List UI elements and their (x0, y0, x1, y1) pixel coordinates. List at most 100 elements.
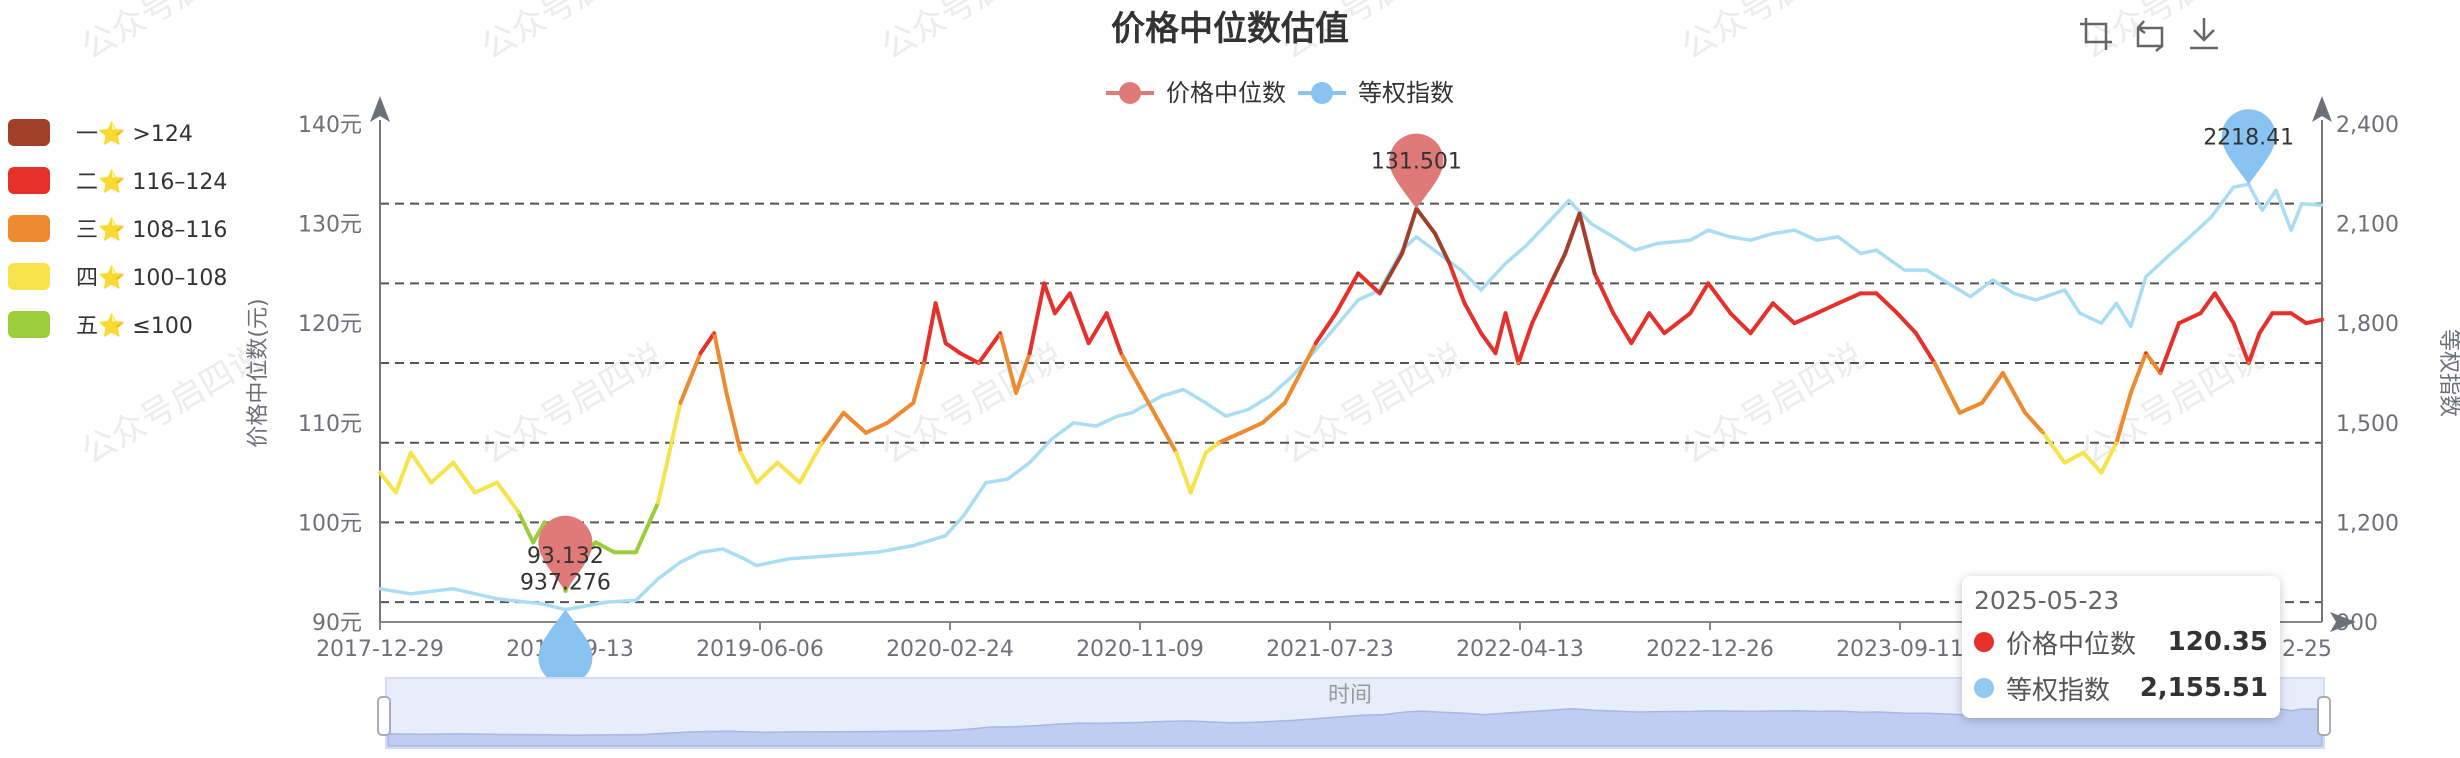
data-point-price-median (1815, 311, 1819, 315)
data-point-price-median (2023, 411, 2027, 415)
visual-map-item[interactable]: 二⭐ 116–124 (8, 156, 227, 204)
download-icon-path[interactable] (2190, 18, 2218, 50)
data-point-price-median (911, 401, 915, 405)
data-point-price-median (451, 461, 455, 465)
data-point-equal-weight-index (378, 587, 382, 591)
mark-lines (380, 202, 2322, 604)
visual-map-item[interactable]: 四⭐ 100–108 (8, 252, 227, 300)
data-point-equal-weight-index (605, 600, 609, 604)
series-segment-price-median (922, 301, 938, 366)
data-point-equal-weight-index (2034, 298, 2038, 302)
tooltip-date: 2025-05-23 (1974, 586, 2120, 615)
data-point-equal-weight-index (1749, 238, 1753, 242)
y-right-tick-label: 1,800 (2336, 312, 2399, 337)
series-segment-price-median (797, 440, 825, 485)
legend-label[interactable]: 等权指数 (1358, 79, 1454, 107)
toolbox[interactable] (2080, 18, 2218, 52)
data-point-price-median (2177, 321, 2181, 325)
series-segment-price-median (1377, 251, 1405, 296)
series-segment-price-median (1932, 361, 1962, 415)
data-point-equal-weight-index (2188, 235, 2192, 239)
data-point-equal-weight-index (875, 550, 879, 554)
data-point-equal-weight-index (1902, 268, 1906, 272)
y-right-tick-label: 900 (2336, 611, 2378, 636)
data-point-price-median (678, 401, 682, 405)
series-segment-price-median (1577, 211, 1597, 276)
visual-map-item[interactable]: 一⭐ >124 (8, 108, 227, 156)
zoom-handle-left[interactable] (377, 696, 391, 736)
series-segment-price-median (1728, 311, 1753, 336)
series-segment-price-median (698, 331, 717, 356)
series-segment-price-median (712, 331, 729, 395)
restore-icon[interactable] (2136, 20, 2164, 52)
data-point-equal-weight-index (1334, 325, 1338, 329)
visual-map-swatch[interactable] (8, 166, 50, 194)
data-point-equal-weight-index (1414, 235, 1418, 239)
data-point-price-median (1152, 411, 1156, 415)
data-point-equal-weight-index (1523, 245, 1527, 249)
data-point-price-median (2247, 361, 2251, 365)
series-segment-price-median (2246, 331, 2262, 366)
mark-pin: 93.132 (527, 515, 604, 591)
legend-label[interactable]: 价格中位数 (1166, 79, 1286, 107)
watermark-text: 公众号启四说 (1275, 336, 1472, 473)
series-segment-price-median (2289, 311, 2309, 326)
data-point-price-median (1042, 281, 1046, 285)
data-point-equal-weight-index (1771, 232, 1775, 236)
restore-icon-path[interactable] (2136, 20, 2164, 52)
series-segment-price-median (1052, 291, 1072, 316)
data-point-price-median (1749, 331, 1753, 335)
y-right-tick-label: 1,200 (2336, 511, 2399, 536)
visual-map-swatch[interactable] (8, 310, 50, 338)
data-point-price-median (1204, 451, 1208, 455)
series-segment-price-median (516, 510, 536, 545)
visual-map-legend[interactable]: 一⭐ >124 二⭐ 116–124 三⭐ 108–116 四⭐ 100–108 五⭐ … (8, 108, 227, 348)
tooltip-value: 120.35 (2167, 627, 2268, 657)
series-segment-price-median (1836, 291, 1863, 306)
series-segment-price-median (2114, 390, 2133, 445)
zoom-icon[interactable] (2080, 18, 2112, 50)
data-point-equal-weight-index (1182, 388, 1186, 392)
data-point-equal-weight-index (1688, 238, 1692, 242)
visual-map-item[interactable]: 三⭐ 108–116 (8, 204, 227, 252)
data-point-price-median (998, 331, 1002, 335)
data-point-price-median (531, 540, 535, 544)
data-point-price-median (864, 431, 868, 435)
series-segment-price-median (1027, 281, 1047, 356)
data-point-equal-weight-index (962, 514, 966, 518)
data-point-equal-weight-index (1874, 248, 1878, 252)
visual-map-swatch[interactable] (8, 262, 50, 290)
x-tick-label: 2020-11-09 (1076, 637, 1204, 662)
data-point-equal-weight-index (2320, 203, 2324, 207)
series-segment-price-median (393, 450, 413, 495)
data-point-equal-weight-index (539, 602, 543, 606)
mark-point-label: 93.132 (527, 544, 604, 569)
series-segment-price-median (2128, 351, 2148, 395)
visual-map-swatch[interactable] (8, 214, 50, 242)
download-icon[interactable] (2190, 18, 2218, 50)
data-point-equal-weight-index (678, 560, 682, 564)
x-axis-title: 时间 (1328, 683, 1372, 708)
series-segment-price-median (1503, 311, 1521, 366)
data-point-price-median (1593, 271, 1597, 275)
watermark-text: 公众号启四说 (475, 0, 672, 68)
visual-map-item[interactable]: 五⭐ ≤100 (8, 300, 227, 348)
data-point-equal-weight-index (1356, 298, 1360, 302)
series-legend[interactable]: 价格中位数 等权指数 (1106, 79, 1454, 107)
data-point-price-median (1836, 301, 1840, 305)
visual-map-swatch[interactable] (8, 118, 50, 146)
legend-marker-icon[interactable] (1311, 82, 1333, 104)
x-tick-label: 2020-02-24 (886, 637, 1014, 662)
legend-marker-icon[interactable] (1119, 82, 1141, 104)
data-point-equal-weight-index (755, 564, 759, 568)
zoom-handle-right[interactable] (2317, 696, 2331, 736)
data-point-price-median (1578, 212, 1582, 216)
data-point-price-median (634, 550, 638, 554)
zoom-icon-path[interactable] (2080, 18, 2112, 50)
watermark-layer: 公众号启四说公众号启四说公众号启四说公众号启四说公众号启四说公众号启四说公众号启… (75, 0, 2272, 473)
data-point-equal-weight-index (2063, 288, 2067, 292)
data-point-equal-weight-index (409, 592, 413, 596)
data-point-price-median (1189, 491, 1193, 495)
data-point-price-median (1662, 331, 1666, 335)
data-point-price-median (755, 481, 759, 485)
